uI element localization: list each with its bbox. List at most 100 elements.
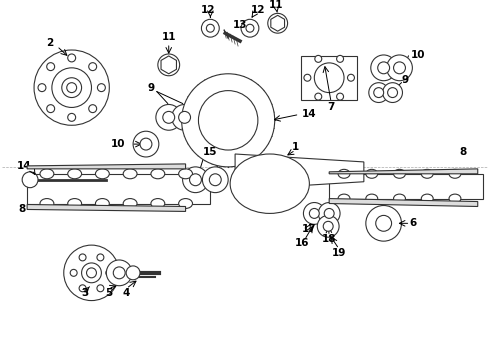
Ellipse shape — [230, 154, 309, 213]
Text: 6: 6 — [410, 218, 417, 228]
Polygon shape — [27, 164, 186, 169]
Polygon shape — [329, 169, 478, 174]
Text: 19: 19 — [332, 248, 346, 258]
Circle shape — [89, 105, 97, 113]
Text: 3: 3 — [81, 288, 88, 298]
Circle shape — [79, 254, 86, 261]
Text: 5: 5 — [105, 288, 112, 298]
Circle shape — [376, 215, 392, 231]
Circle shape — [133, 131, 159, 157]
Ellipse shape — [96, 199, 109, 208]
Ellipse shape — [151, 199, 165, 208]
Circle shape — [309, 208, 319, 219]
Circle shape — [369, 83, 389, 103]
Circle shape — [172, 104, 197, 130]
Circle shape — [158, 54, 180, 76]
Circle shape — [202, 167, 228, 193]
Text: 18: 18 — [322, 234, 337, 244]
Circle shape — [198, 91, 258, 150]
Circle shape — [82, 263, 101, 283]
Circle shape — [113, 267, 125, 279]
Circle shape — [22, 172, 38, 188]
Bar — [329, 174, 483, 199]
Ellipse shape — [123, 169, 137, 179]
Polygon shape — [271, 15, 285, 31]
Text: 14: 14 — [17, 161, 31, 171]
Polygon shape — [329, 199, 478, 207]
Circle shape — [318, 215, 339, 237]
Circle shape — [248, 193, 256, 200]
Text: 10: 10 — [111, 139, 125, 149]
Circle shape — [68, 113, 75, 121]
Circle shape — [241, 19, 259, 37]
Text: 8: 8 — [459, 147, 466, 157]
Text: 4: 4 — [122, 288, 130, 298]
Circle shape — [34, 50, 109, 125]
Circle shape — [315, 93, 322, 100]
Circle shape — [47, 63, 54, 71]
Circle shape — [273, 159, 280, 166]
Text: 7: 7 — [327, 103, 335, 112]
Circle shape — [87, 268, 97, 278]
Circle shape — [68, 54, 75, 62]
Circle shape — [182, 74, 275, 167]
Circle shape — [164, 60, 173, 70]
Circle shape — [89, 63, 97, 71]
Circle shape — [67, 83, 76, 93]
Ellipse shape — [179, 199, 193, 208]
Ellipse shape — [179, 169, 193, 179]
Circle shape — [371, 55, 396, 81]
Circle shape — [347, 74, 354, 81]
Circle shape — [98, 84, 105, 91]
Ellipse shape — [123, 199, 137, 208]
Ellipse shape — [338, 169, 350, 178]
Circle shape — [323, 221, 333, 231]
Ellipse shape — [40, 199, 54, 208]
Ellipse shape — [40, 169, 54, 179]
Ellipse shape — [421, 169, 433, 178]
Polygon shape — [235, 154, 364, 190]
Circle shape — [47, 105, 54, 113]
Polygon shape — [27, 204, 186, 211]
Circle shape — [337, 93, 343, 100]
Ellipse shape — [449, 194, 461, 203]
Ellipse shape — [151, 169, 165, 179]
Text: 10: 10 — [411, 50, 426, 60]
Circle shape — [209, 174, 221, 186]
Ellipse shape — [421, 194, 433, 203]
Circle shape — [156, 104, 182, 130]
Circle shape — [248, 167, 256, 174]
Text: 9: 9 — [147, 83, 154, 93]
Polygon shape — [161, 56, 176, 74]
Circle shape — [366, 206, 401, 241]
Circle shape — [163, 111, 174, 123]
Circle shape — [52, 68, 92, 107]
Circle shape — [79, 285, 86, 292]
Text: 1: 1 — [292, 142, 299, 152]
Circle shape — [315, 55, 322, 62]
Bar — [301, 56, 357, 99]
Circle shape — [140, 138, 152, 150]
Circle shape — [201, 19, 219, 37]
Circle shape — [383, 83, 402, 103]
Ellipse shape — [393, 169, 405, 178]
Circle shape — [183, 167, 208, 193]
Circle shape — [62, 78, 82, 98]
Bar — [27, 174, 210, 203]
Text: 11: 11 — [162, 32, 176, 42]
Circle shape — [273, 18, 283, 28]
Circle shape — [304, 74, 311, 81]
Ellipse shape — [96, 169, 109, 179]
Text: 15: 15 — [203, 147, 218, 157]
Circle shape — [288, 180, 295, 187]
Circle shape — [106, 260, 132, 286]
Circle shape — [314, 63, 344, 93]
Circle shape — [258, 172, 282, 195]
Text: 13: 13 — [233, 20, 247, 30]
Circle shape — [388, 87, 397, 98]
Circle shape — [393, 62, 405, 74]
Circle shape — [187, 79, 270, 162]
Circle shape — [378, 62, 390, 74]
Circle shape — [97, 285, 104, 292]
Circle shape — [387, 55, 413, 81]
